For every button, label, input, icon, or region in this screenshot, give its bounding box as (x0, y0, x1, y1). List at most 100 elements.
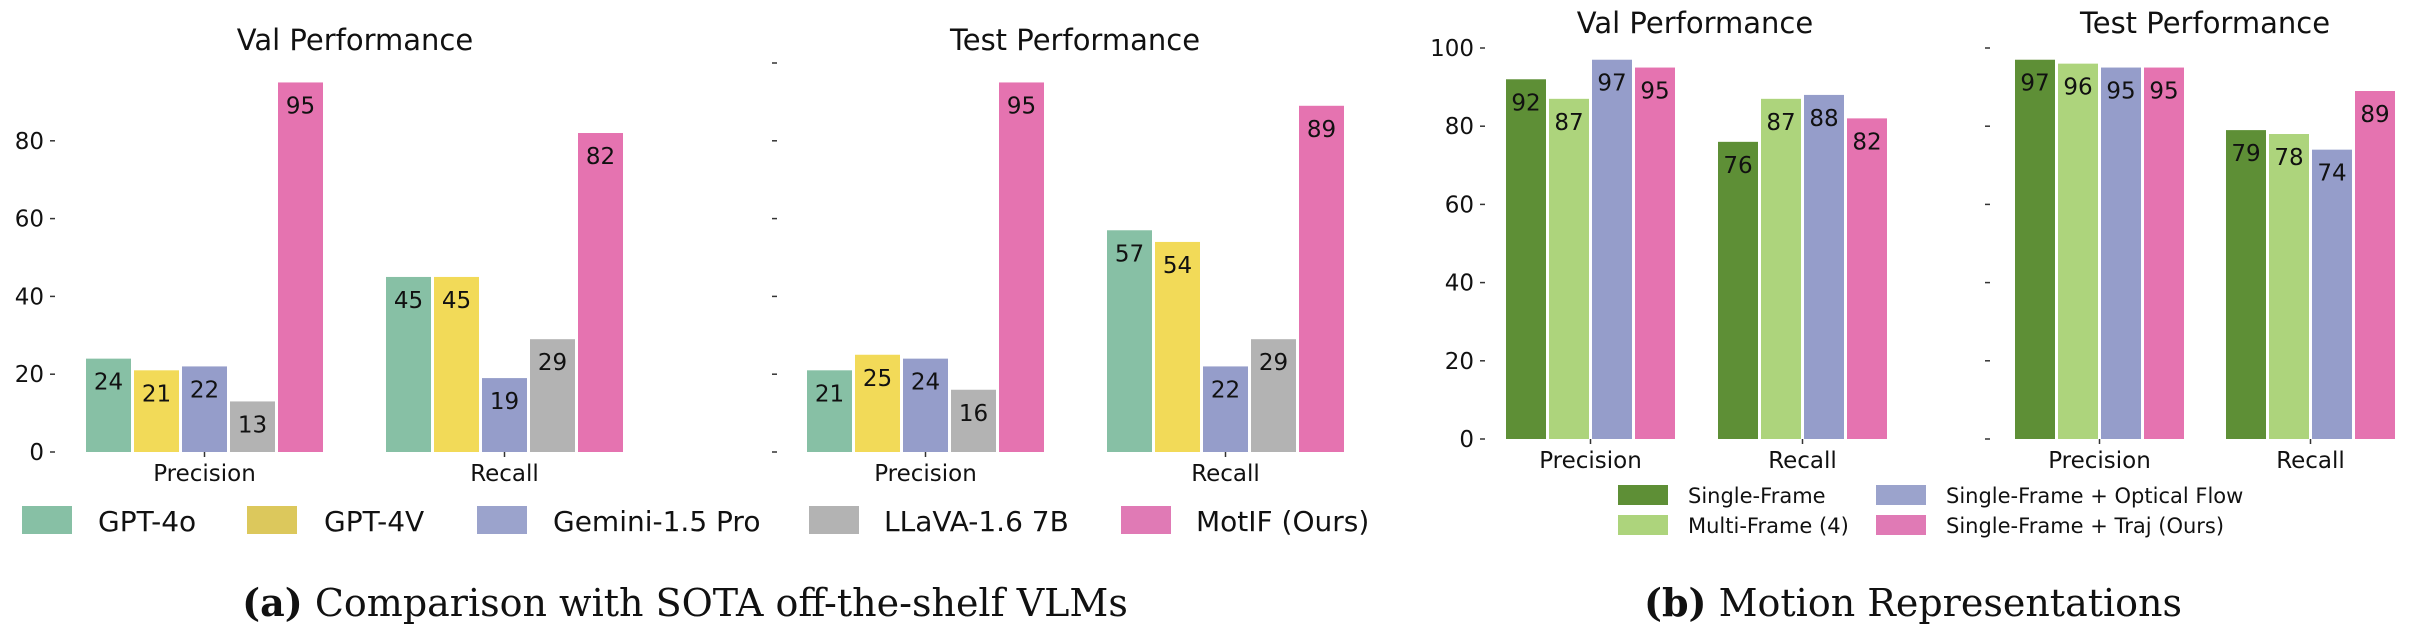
bar (903, 358, 948, 452)
caption-tag: (b) (1644, 580, 1707, 625)
legend-label: MotIF (Ours) (1196, 505, 1369, 538)
bar (1251, 339, 1296, 452)
y-tick-label: 40 (15, 284, 44, 310)
y-tick-label: 60 (1445, 192, 1474, 218)
bar-value-label: 21 (815, 381, 844, 407)
caption-b: (b) Motion Representations (1644, 580, 2182, 625)
bar (1718, 141, 1758, 439)
bar-value-label: 13 (238, 412, 267, 438)
bar-value-label: 54 (1163, 253, 1192, 279)
bar (2101, 67, 2141, 440)
x-tick-label: Recall (2276, 448, 2345, 474)
bar-value-label: 45 (394, 288, 423, 314)
chart-a-val: Val Performance 24 21 22 13 95 45 45 19 29 82 0 20… (15, 23, 623, 487)
caption-tag: (a) (242, 580, 303, 625)
legend-label: Single-Frame (1688, 484, 1826, 508)
legend-swatch (1618, 515, 1668, 535)
chart-title: Test Performance (949, 23, 1200, 57)
bar (2269, 134, 2309, 439)
bar (182, 366, 227, 452)
bar-value-label: 29 (1259, 350, 1288, 376)
legend-swatch (1121, 506, 1171, 534)
legend-swatch (809, 506, 859, 534)
bar-value-label: 95 (1640, 79, 1669, 105)
chart-title: Test Performance (2079, 6, 2330, 40)
bar (2144, 67, 2184, 440)
bar-group: 21 25 24 16 95 57 54 22 29 89 (807, 82, 1344, 452)
y-tick-label: 20 (1445, 349, 1474, 375)
bar (1549, 98, 1589, 439)
legend-label: Single-Frame + Optical Flow (1946, 484, 2243, 508)
bar-value-label: 74 (2317, 161, 2346, 187)
chart-b-val: Val Performance 92 87 97 95 76 87 88 82 0 20 40 60… (1430, 6, 1887, 474)
bar-value-label: 96 (2063, 75, 2092, 101)
bar-value-label: 88 (1809, 106, 1838, 132)
caption-text: Motion Representations (1719, 581, 2182, 625)
caption-a: (a) Comparison with SOTA off-the-shelf V… (242, 580, 1128, 625)
bar (2312, 149, 2352, 439)
bar-value-label: 19 (490, 389, 519, 415)
bar-value-label: 95 (2149, 79, 2178, 105)
legend-label: LLaVA-1.6 7B (884, 505, 1069, 538)
legend-swatch (22, 506, 72, 534)
y-tick-label: 100 (1430, 36, 1474, 62)
bar-value-label: 97 (2020, 71, 2049, 97)
bar-value-label: 16 (959, 401, 988, 427)
bar (530, 339, 575, 452)
chart-b-test: Test Performance 97 96 95 95 79 78 74 89 Precis… (1985, 6, 2395, 474)
bar (2058, 63, 2098, 439)
bar-value-label: 21 (142, 381, 171, 407)
bar (578, 133, 623, 452)
legend-label: GPT-4o (98, 505, 196, 538)
legend-label: Multi-Frame (4) (1688, 514, 1849, 538)
x-tick-label: Recall (1768, 448, 1837, 474)
bar (278, 82, 323, 452)
bar-value-label: 79 (2231, 141, 2260, 167)
bar-value-label: 22 (1211, 377, 1240, 403)
bar (1506, 79, 1546, 439)
bar-value-label: 24 (94, 370, 123, 396)
bar (1203, 366, 1248, 452)
bar-value-label: 57 (1115, 241, 1144, 267)
chart-a-test: Test Performance 21 25 24 16 95 57 54 22 29 89 Pr… (772, 23, 1344, 487)
bar-value-label: 76 (1723, 153, 1752, 179)
bar-group: 24 21 22 13 95 45 45 19 29 82 (86, 82, 623, 452)
x-tick-label: Precision (874, 461, 977, 487)
x-tick-label: Recall (470, 461, 539, 487)
bar-group: 97 96 95 95 79 78 74 89 (2015, 59, 2395, 440)
bar-value-label: 87 (1766, 110, 1795, 136)
bar-value-label: 89 (1307, 117, 1336, 143)
chart-title: Val Performance (1577, 6, 1813, 40)
y-tick-label: 80 (1445, 114, 1474, 140)
bar-value-label: 97 (1597, 71, 1626, 97)
bar-value-label: 29 (538, 350, 567, 376)
x-tick-label: Precision (1539, 448, 1642, 474)
bar (1761, 98, 1801, 439)
bar (951, 389, 996, 452)
legend-b: Single-Frame Multi-Frame (4) Single-Fram… (1618, 484, 2243, 538)
caption-text (303, 581, 315, 625)
legend-swatch (477, 506, 527, 534)
bar (434, 276, 479, 452)
bar-value-label: 45 (442, 288, 471, 314)
bar (1299, 105, 1344, 452)
legend-label: GPT-4V (324, 505, 424, 538)
bar-value-label: 92 (1511, 90, 1540, 116)
bar-value-label: 87 (1554, 110, 1583, 136)
bar (855, 354, 900, 452)
legend-label: Single-Frame + Traj (Ours) (1946, 514, 2224, 538)
y-tick-label: 60 (15, 207, 44, 233)
chart-title: Val Performance (237, 23, 473, 57)
caption-text: Comparison with SOTA off-the-shelf VLMs (315, 581, 1128, 625)
legend-swatch (247, 506, 297, 534)
y-tick-label: 20 (15, 362, 44, 388)
bar-value-label: 22 (190, 377, 219, 403)
legend-a: GPT-4o GPT-4V Gemini-1.5 Pro LLaVA-1.6 7… (22, 505, 1369, 538)
bar (1635, 67, 1675, 440)
bar (134, 370, 179, 452)
bar-value-label: 82 (1852, 129, 1881, 155)
bar (1847, 118, 1887, 439)
bar-value-label: 95 (286, 93, 315, 119)
bar (230, 401, 275, 452)
